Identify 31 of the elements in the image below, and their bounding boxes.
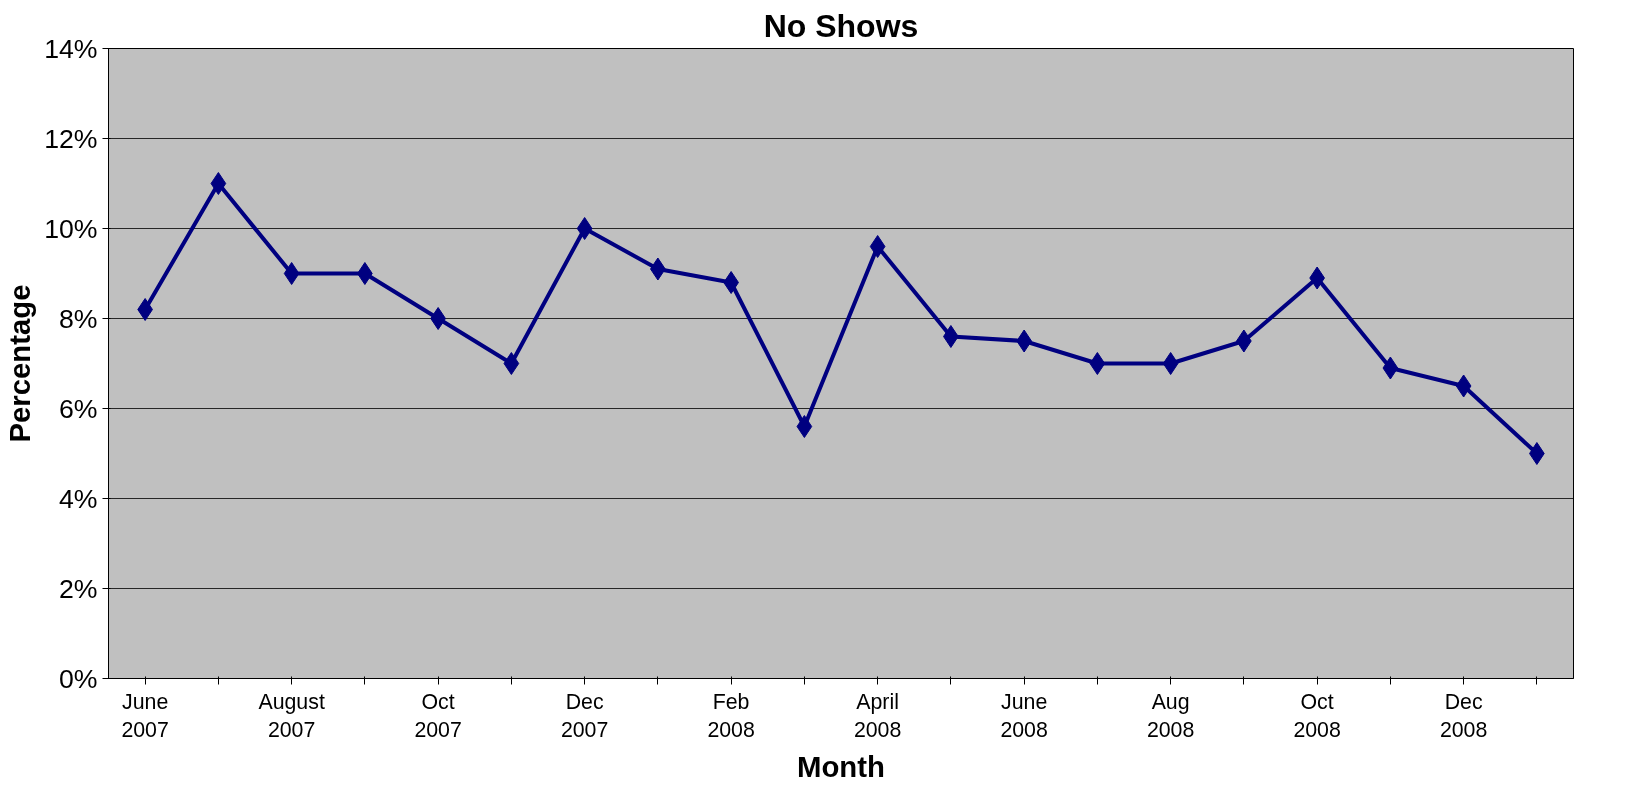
y-tick-label: 4% — [58, 483, 98, 514]
y-tick-label: 8% — [58, 303, 98, 334]
x-tick-label: August 2007 — [258, 689, 325, 743]
y-tick-label: 14% — [44, 33, 98, 64]
x-tick-label: Aug 2008 — [1146, 689, 1195, 743]
x-tick-label: Oct 2008 — [1293, 689, 1341, 743]
y-tick-label: 10% — [44, 213, 98, 244]
y-tick-label: 0% — [58, 663, 98, 694]
x-tick-label: April 2008 — [853, 689, 902, 743]
chart-title: No Shows — [763, 7, 919, 44]
point — [283, 262, 300, 285]
x-tick-label: June 2007 — [121, 689, 169, 743]
x-axis-title: Month — [797, 750, 885, 784]
x-tick-label: Oct 2007 — [414, 689, 462, 743]
y-tick-label: 6% — [58, 393, 98, 424]
y-tick-label: 12% — [44, 123, 98, 154]
point — [1455, 374, 1472, 398]
point — [576, 217, 593, 240]
point — [1089, 352, 1106, 375]
point — [210, 172, 227, 195]
point — [503, 352, 520, 375]
x-tick-label: Dec 2007 — [560, 689, 609, 743]
point — [1162, 352, 1179, 375]
point — [869, 235, 886, 258]
y-tick-label: 2% — [58, 573, 98, 604]
x-tick-label: Dec 2008 — [1439, 689, 1488, 743]
x-tick-label: June 2008 — [1000, 689, 1048, 743]
x-tick-label: Feb 2008 — [707, 689, 755, 743]
point — [796, 415, 813, 438]
y-axis-title: Percentage — [3, 284, 37, 443]
point — [1382, 356, 1399, 380]
